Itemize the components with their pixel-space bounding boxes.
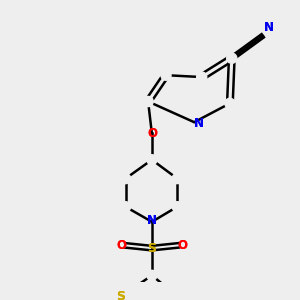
Text: O: O — [147, 127, 157, 140]
Circle shape — [121, 202, 130, 212]
Text: N: N — [264, 21, 274, 34]
Circle shape — [196, 72, 207, 82]
Text: S: S — [116, 290, 125, 300]
Text: O: O — [116, 239, 126, 252]
Text: N: N — [147, 214, 157, 227]
Text: O: O — [178, 239, 188, 252]
Circle shape — [172, 291, 182, 300]
Circle shape — [227, 53, 237, 63]
Circle shape — [121, 173, 130, 184]
Circle shape — [147, 155, 157, 165]
Text: S: S — [116, 290, 125, 300]
Circle shape — [225, 98, 235, 109]
Text: O: O — [178, 239, 188, 252]
Text: S: S — [147, 242, 156, 255]
Circle shape — [147, 270, 157, 280]
Circle shape — [143, 96, 153, 106]
Text: O: O — [147, 127, 157, 140]
Text: N: N — [194, 117, 203, 130]
Circle shape — [172, 173, 182, 184]
Text: N: N — [194, 117, 203, 130]
Circle shape — [172, 202, 182, 212]
Text: O: O — [116, 239, 126, 252]
Text: N: N — [147, 214, 157, 227]
Text: N: N — [264, 21, 274, 34]
Circle shape — [161, 70, 171, 80]
Text: S: S — [147, 242, 156, 255]
